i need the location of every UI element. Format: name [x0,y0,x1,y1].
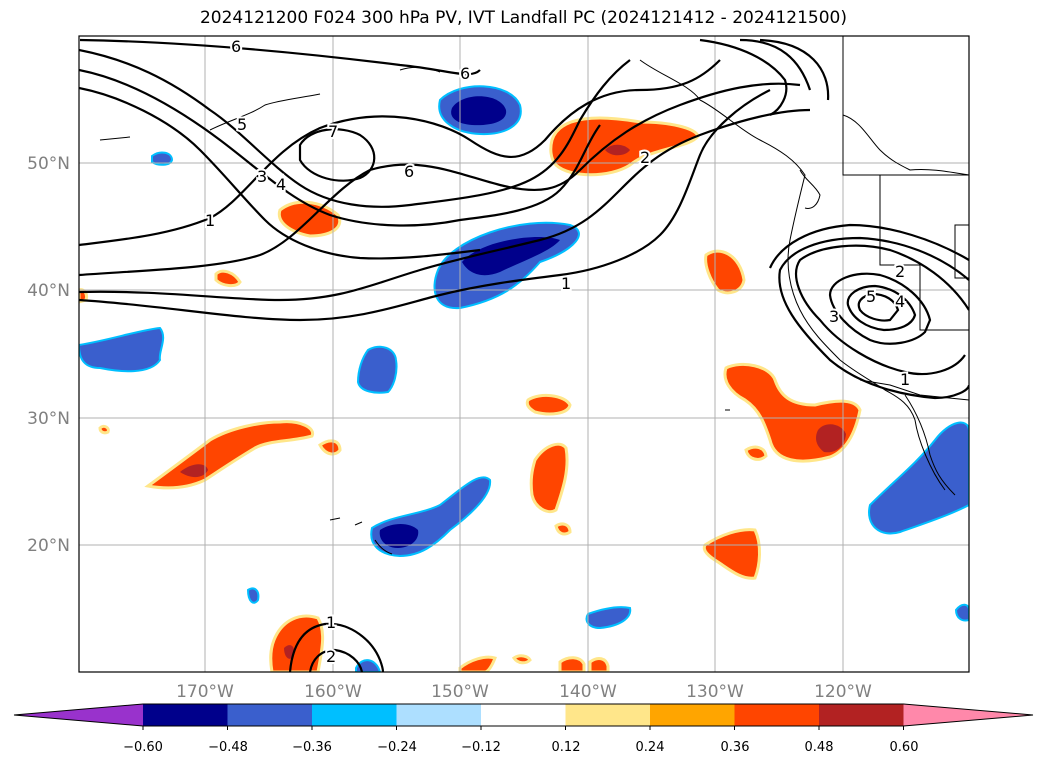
lon-label: 120°W [814,682,872,702]
colorbar-tick-label: 0.12 [552,740,581,755]
lat-label: 30°N [27,409,70,429]
negative-anomaly-core [379,524,419,548]
colorbar-tick-label: −0.36 [292,740,332,755]
positive-anomaly [554,522,572,536]
map-plot-area: 6 6 7 6 5 3 4 1 2 1 2 5 4 3 1 1 2 [79,36,969,672]
negative-anomaly [246,587,260,604]
colorbar-extend-max [903,704,1033,726]
lat-label: 50°N [27,154,70,174]
colorbar-segment [819,704,904,726]
positive-anomaly [511,654,532,665]
colorbar-tick-label: 0.36 [721,740,750,755]
map-frame [78,35,970,673]
positive-anomaly [458,655,497,672]
contour-label: 1 [326,613,336,632]
shaded-fields [79,85,969,672]
positive-anomaly [98,424,110,435]
contour-labels: 6 6 7 6 5 3 4 1 2 1 2 5 4 3 1 1 2 [203,36,912,668]
negative-anomaly-core [451,96,507,126]
pv-contours [79,38,969,672]
contour-label: 6 [231,37,241,56]
positive-anomaly [529,442,569,514]
graticule [79,36,969,672]
contour-label: 3 [257,167,267,186]
contour-label: 1 [900,370,910,389]
latitude-labels: 50°N 40°N 30°N 20°N [27,154,70,556]
negative-anomaly [151,151,174,166]
positive-anomaly [318,439,342,456]
positive-anomaly [704,249,746,295]
colorbar-tick-label: −0.48 [208,740,248,755]
negative-anomaly [954,603,969,622]
colorbar-tick-label: 0.24 [636,740,665,755]
positive-anomaly [588,657,610,672]
colorbar-segment [227,704,313,726]
positive-anomaly [702,528,761,580]
positive-anomaly [525,393,572,416]
colorbar-segment [481,704,566,726]
positive-anomaly-core [605,144,630,156]
negative-anomaly [79,326,165,373]
colorbar-extend-min [14,704,143,726]
contour-label: 4 [276,175,286,194]
colorbar-segment [734,704,820,726]
lat-label: 40°N [27,281,70,301]
colorbar-segment [565,704,651,726]
map-title: 2024121200 F024 300 hPa PV, IVT Landfall… [199,8,847,28]
colorbar-segments [13,703,1034,730]
contour-label: 1 [561,274,571,293]
positive-anomaly [744,445,768,461]
negative-anomaly [868,421,969,535]
contour-label: 6 [404,162,414,181]
contour-label: 3 [829,307,839,326]
lon-label: 150°W [431,682,489,702]
negative-anomaly [356,345,398,394]
positive-anomaly [214,269,242,288]
lon-label: 160°W [304,682,362,702]
colorbar-segment [143,704,228,726]
contour-label: 1 [205,211,215,230]
contour-label: 4 [895,292,905,311]
colorbar: −0.60 −0.48 −0.36 −0.24 −0.12 0.12 0.24 … [13,703,1034,755]
contour-label: 2 [326,647,336,666]
contour-label: 5 [866,287,876,306]
lat-label: 20°N [27,536,70,556]
lon-label: 170°W [176,682,234,702]
positive-anomaly-core [180,464,208,478]
positive-anomaly-core [816,424,846,453]
positive-anomaly [558,656,586,672]
negative-anomaly [585,606,632,630]
contour-label: 6 [460,64,470,83]
colorbar-segment [396,704,482,726]
colorbar-segment [312,704,397,726]
contour-label: 2 [895,262,905,281]
lon-label: 140°W [559,682,617,702]
colorbar-tick-label: 0.48 [805,740,834,755]
contour-label: 7 [328,122,338,141]
colorbar-tick-label: 0.60 [890,740,919,755]
colorbar-segment [650,704,735,726]
longitude-labels: 170°W 160°W 150°W 140°W 130°W 120°W [176,682,872,702]
colorbar-tick-label: −0.12 [461,740,501,755]
lon-label: 130°W [686,682,744,702]
contour-label: 5 [237,115,247,134]
colorbar-tick-label: −0.60 [123,740,163,755]
contour-label: 2 [640,148,650,167]
colorbar-tick-labels: −0.60 −0.48 −0.36 −0.24 −0.12 0.12 0.24 … [123,740,918,755]
coastlines [99,36,969,555]
colorbar-tick-label: −0.24 [377,740,417,755]
positive-anomaly [144,420,315,490]
negative-anomaly-core [462,236,560,276]
